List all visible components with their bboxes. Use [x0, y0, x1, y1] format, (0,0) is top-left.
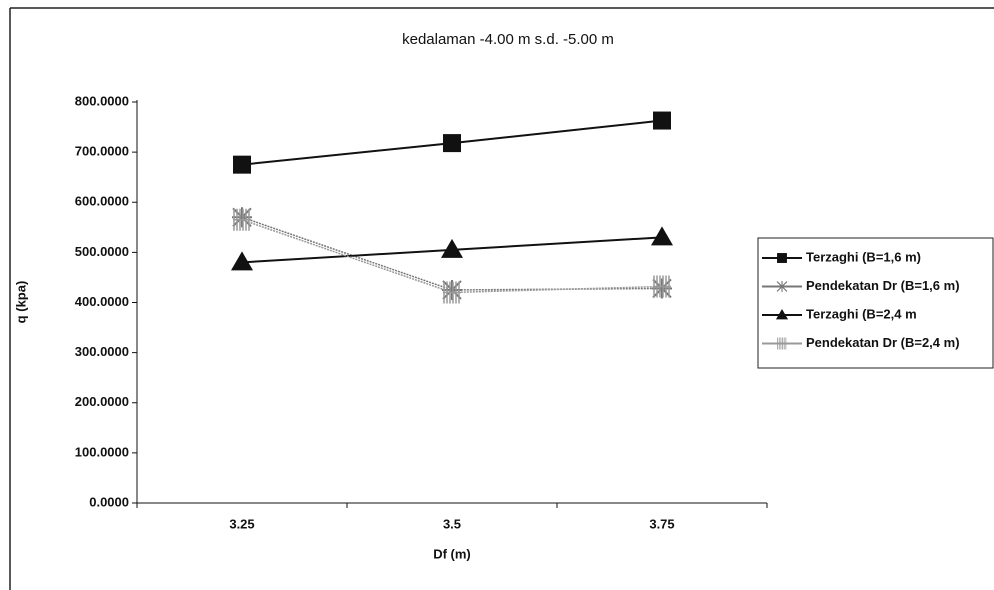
x-tick-label: 3.75: [649, 516, 674, 531]
data-point: [653, 275, 671, 298]
data-point: [441, 238, 463, 258]
y-tick-label: 200.0000: [75, 394, 129, 409]
data-point: [651, 226, 673, 246]
data-point: [443, 134, 461, 153]
y-tick-label: 400.0000: [75, 294, 129, 309]
legend-label: Pendekatan Dr (B=1,6 m): [806, 278, 960, 293]
data-point: [443, 281, 461, 304]
data-point: [232, 207, 252, 228]
data-point: [652, 278, 672, 299]
y-axis-label: q (kpa): [13, 281, 28, 324]
y-tick-label: 300.0000: [75, 344, 129, 359]
legend-label: Terzaghi (B=1,6 m): [806, 249, 921, 264]
legend-box: [757, 237, 994, 369]
x-axis-label: Df (m): [433, 546, 471, 561]
data-point: [233, 155, 251, 174]
legend-label: Terzaghi (B=2,4 m: [806, 306, 917, 321]
legend-marker: [775, 308, 789, 320]
y-tick-label: 100.0000: [75, 444, 129, 459]
x-tick-label: 3.25: [229, 516, 254, 531]
legend-label: Pendekatan Dr (B=2,4 m): [806, 335, 960, 350]
legend-marker: [777, 337, 787, 350]
y-tick-label: 500.0000: [75, 244, 129, 259]
y-tick-label: 700.0000: [75, 144, 129, 159]
chart-title: kedalaman -4.00 m s.d. -5.00 m: [402, 31, 614, 48]
x-tick-label: 3.5: [443, 516, 461, 531]
data-point: [231, 251, 253, 271]
data-point: [442, 279, 462, 300]
data-point: [653, 111, 671, 130]
y-tick-label: 800.0000: [75, 93, 129, 108]
legend-marker: [776, 281, 788, 293]
legend-marker: [777, 253, 787, 263]
y-tick-label: 0.0000: [89, 494, 129, 509]
data-point: [233, 208, 251, 231]
y-tick-label: 600.0000: [75, 194, 129, 209]
